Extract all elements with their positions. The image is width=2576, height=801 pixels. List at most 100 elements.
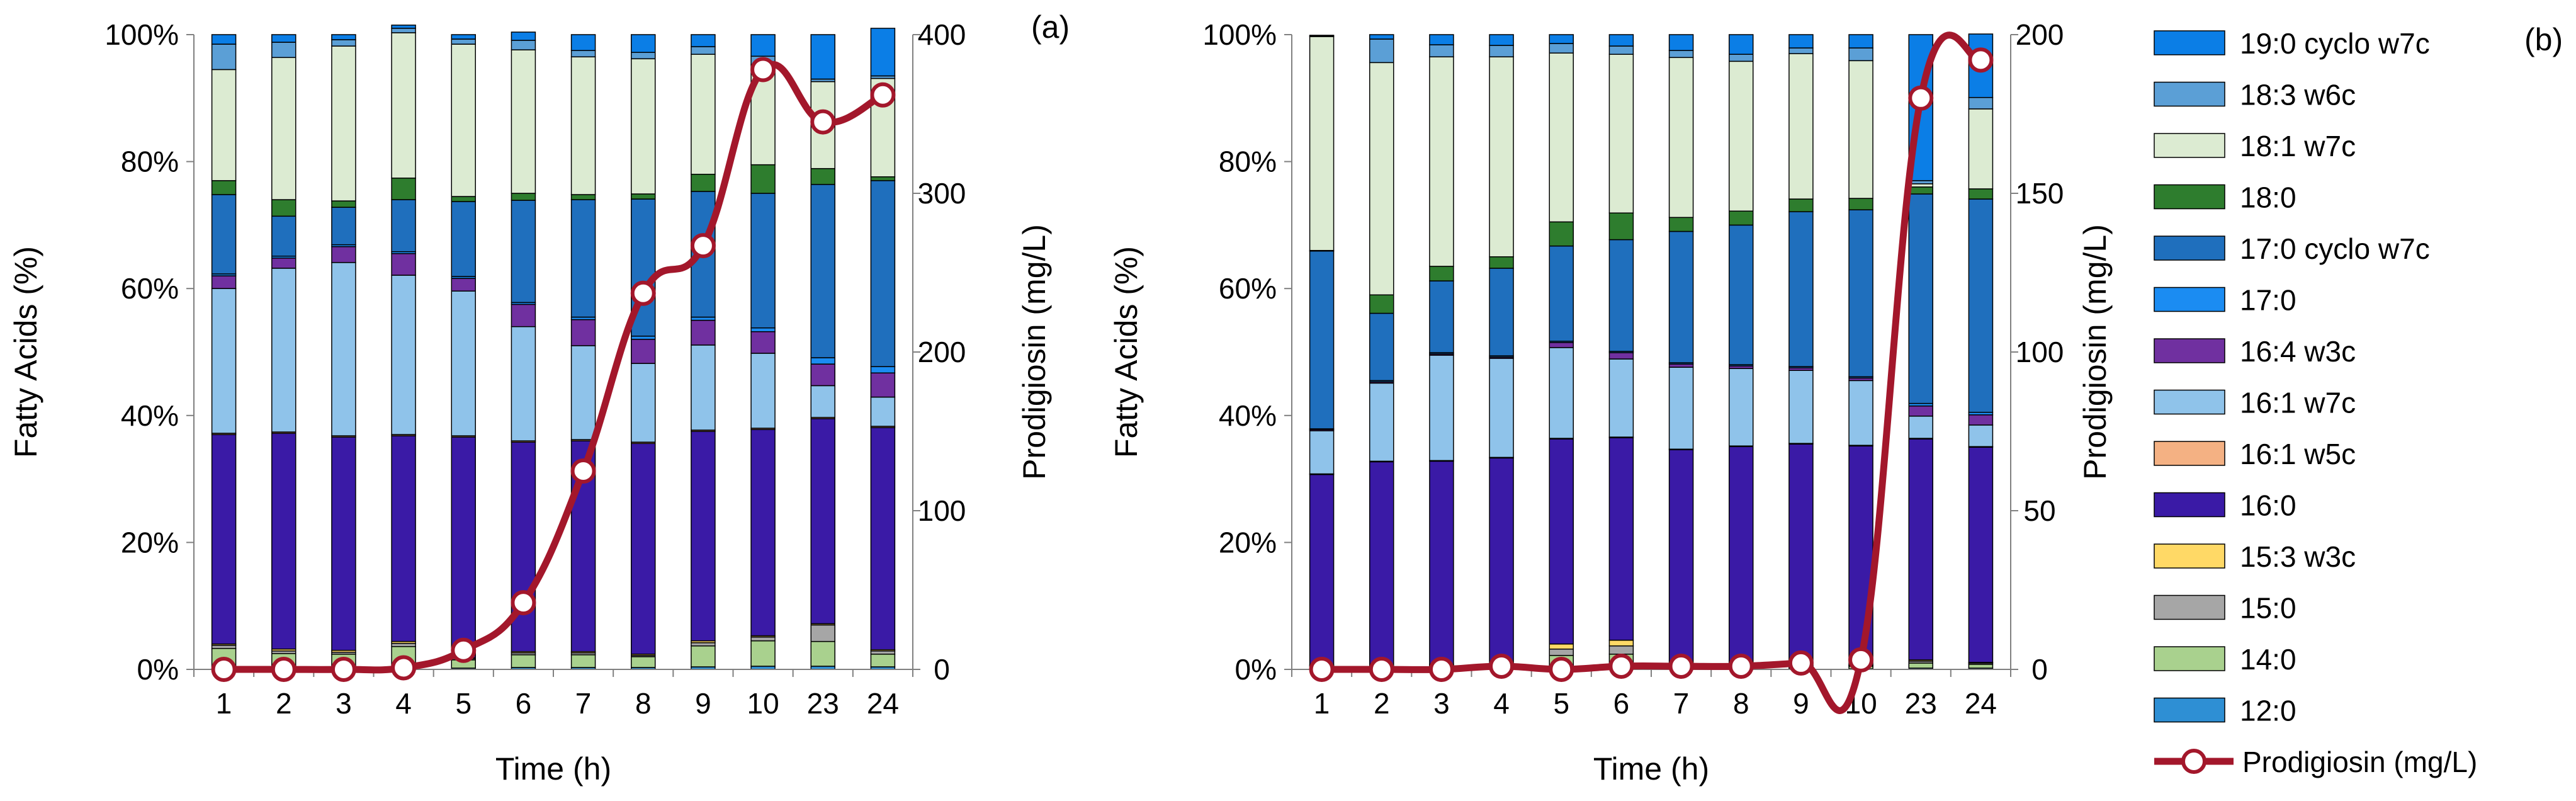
bar-segment (1729, 446, 1754, 665)
bar-segment (870, 650, 896, 655)
bar-segment (870, 180, 896, 367)
y2-tick-label: 200 (918, 336, 966, 368)
bar-segment (1489, 256, 1514, 269)
bar-segment (631, 193, 656, 200)
bar-segment (511, 304, 536, 327)
x-tick-label: 7 (1673, 687, 1690, 720)
bar-segment (1369, 62, 1394, 296)
bar-segment (1309, 474, 1335, 666)
legend-swatch (2154, 133, 2225, 158)
bar-segment (631, 52, 656, 60)
prodigiosin-point (570, 458, 596, 484)
legend-swatch (2154, 646, 2225, 671)
legend-swatch (2154, 389, 2225, 415)
legend-swatch (2154, 594, 2225, 620)
legend-label: Prodigiosin (mg/L) (2242, 746, 2477, 778)
bar-segment (1848, 47, 1873, 62)
bar-segment (810, 385, 835, 418)
legend-label: 18:3 w6c (2240, 79, 2356, 111)
x-tick-label: 2 (1374, 687, 1390, 720)
bar-segment (1968, 108, 1994, 190)
bar-segment (391, 275, 416, 435)
bar-segment (451, 436, 476, 659)
legend-marker-swatch (2181, 749, 2206, 774)
bar-segment (570, 194, 596, 200)
y2-tick-label: 150 (2016, 177, 2064, 210)
bar-segment (511, 441, 536, 652)
legend-label: 16:1 w7c (2240, 387, 2356, 419)
bar-segment (331, 45, 356, 202)
bar-segment (1788, 443, 1814, 666)
prodigiosin-point (1489, 653, 1515, 679)
bar-segment (1369, 461, 1394, 666)
bar-segment (1549, 438, 1574, 645)
bar-segment (631, 336, 656, 340)
legend-label: 17:0 cyclo w7c (2240, 232, 2430, 265)
prodigiosin-line (1321, 31, 1983, 714)
x-tick-label: 7 (575, 687, 592, 720)
bar-segment (391, 435, 416, 642)
bar-segment (271, 34, 297, 43)
bar-segment (1489, 56, 1514, 258)
bar-segment (810, 184, 835, 358)
bar-segment (1429, 34, 1454, 45)
prodigiosin-line (223, 60, 885, 674)
bar-segment (391, 32, 416, 179)
prodigiosin-point (750, 57, 776, 82)
bar-segment (1908, 186, 1933, 195)
bar-segment (691, 316, 716, 321)
bar-segment (211, 644, 237, 649)
bar-segment (1668, 217, 1694, 232)
y-tick-label: 0% (137, 653, 179, 686)
prodigiosin-point (511, 590, 536, 616)
bar-segment (211, 194, 237, 275)
legend-label: 12:0 (2240, 695, 2296, 727)
bar-segment (570, 654, 596, 668)
bar-segment (810, 418, 835, 625)
x-tick-label: 8 (1733, 687, 1749, 720)
bar-segment (1608, 34, 1634, 47)
bar-segment (1369, 312, 1394, 382)
bar-segment (211, 69, 237, 181)
y-tick-label: 0% (1235, 653, 1277, 686)
x-tick-label: 4 (1493, 687, 1510, 720)
y2-tick-label: 100 (918, 494, 966, 527)
bar-segment (391, 253, 416, 276)
bar-segment (691, 319, 716, 346)
bar-segment (1608, 212, 1634, 241)
legend-label: 18:1 w7c (2240, 130, 2356, 162)
bar-segment (511, 654, 536, 668)
bar-segment (870, 366, 896, 374)
bar-segment (570, 34, 596, 51)
bar-segment (570, 56, 596, 195)
prodigiosin-point (630, 280, 656, 306)
bar-segment (1668, 449, 1694, 664)
bar-segment (750, 34, 776, 57)
bar-segment (511, 193, 536, 201)
legend-label: 15:3 w3c (2240, 540, 2356, 573)
legend-swatch (2154, 81, 2225, 107)
bar-segment (1369, 294, 1394, 314)
bar-segment (451, 34, 476, 40)
bar-segment (810, 168, 835, 185)
bar-segment (331, 39, 356, 47)
bar-segment (1608, 54, 1634, 213)
x-tick-label: 9 (695, 687, 711, 720)
bar-segment (1908, 662, 1933, 669)
legend-swatch (2154, 236, 2225, 261)
prodigiosin-point (330, 657, 356, 682)
x-tick-label: 5 (1553, 687, 1569, 720)
bar-segment (1788, 34, 1814, 48)
bar-segment (1489, 268, 1514, 356)
bar-segment (451, 278, 476, 292)
prodigiosin-point (1608, 653, 1634, 679)
y-tick-label: 40% (121, 399, 179, 432)
bar-segment (1549, 347, 1574, 439)
y-axis-title: Fatty Acids (%) (8, 246, 43, 458)
bar-segment (631, 443, 656, 655)
legend-label: 16:1 w5c (2240, 438, 2356, 470)
bar-segment (1729, 368, 1754, 446)
bar-segment (631, 339, 656, 364)
bar-segment (750, 429, 776, 637)
